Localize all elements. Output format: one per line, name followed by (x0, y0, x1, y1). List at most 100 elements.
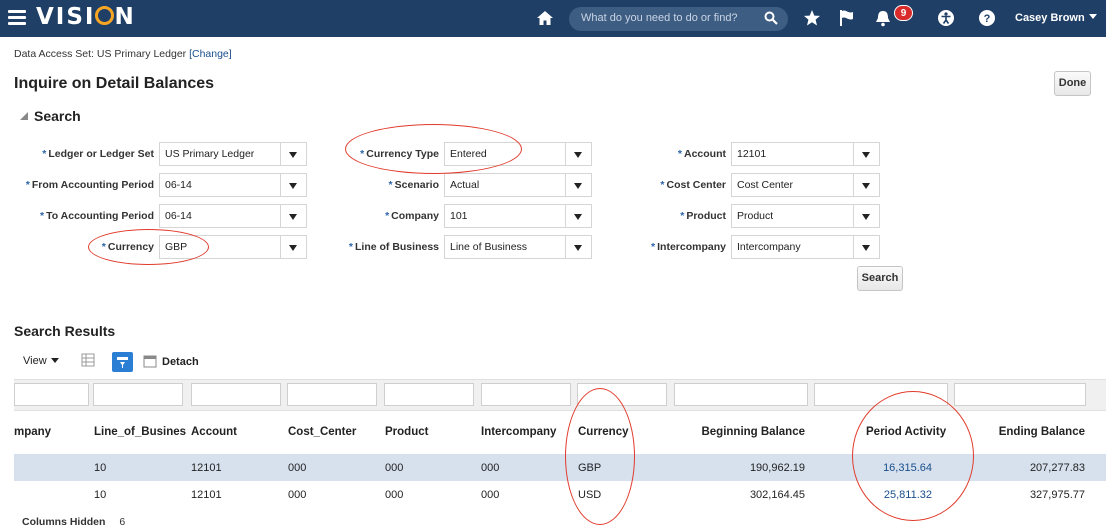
filter-input[interactable] (384, 383, 474, 406)
column-header-ending-balance[interactable]: Ending Balance (998, 426, 1085, 438)
search-button[interactable]: Search (857, 266, 903, 291)
bell-icon[interactable] (874, 9, 892, 27)
from-period-field[interactable]: 06-14 (159, 173, 281, 197)
account-label: * Account (677, 148, 726, 160)
filter-input[interactable] (481, 383, 571, 406)
cell-currency: USD (578, 489, 602, 501)
intercompany-label: * Intercompany (651, 241, 726, 253)
line-of-business-field[interactable]: Line of Business (444, 235, 566, 259)
search-icon[interactable] (764, 11, 778, 25)
cell-period-activity-link[interactable]: 16,315.64 (883, 462, 932, 474)
intercompany-field[interactable]: Intercompany (731, 235, 854, 259)
collapse-triangle-icon (20, 112, 28, 120)
column-header-line-of-business[interactable]: Line_of_Business (94, 426, 186, 438)
from-period-dropdown-icon[interactable] (281, 173, 307, 197)
to-period-label: * To Accounting Period (39, 210, 154, 222)
cell-ending-balance: 207,277.83 (1029, 462, 1085, 474)
cell-account: 12101 (191, 462, 222, 474)
detach-icon[interactable] (143, 355, 157, 368)
to-period-field[interactable]: 06-14 (159, 204, 281, 228)
help-icon[interactable]: ? (978, 9, 996, 27)
cell-account: 12101 (191, 489, 222, 501)
currency-label: * Currency (101, 241, 154, 253)
filter-input[interactable] (954, 383, 1086, 406)
chevron-down-icon (50, 358, 59, 363)
cell-line-of-business: 10 (94, 462, 107, 474)
line-of-business-dropdown-icon[interactable] (566, 235, 592, 259)
home-icon[interactable] (536, 10, 554, 26)
filter-input[interactable] (674, 383, 808, 406)
notification-badge: 9 (894, 5, 913, 21)
product-label: * Product (680, 210, 726, 222)
column-header-period-activity[interactable]: Period Activity (866, 426, 947, 438)
cell-cost-center: 000 (288, 489, 307, 501)
cost-center-label: * Cost Center (660, 179, 726, 191)
product-field[interactable]: Product (731, 204, 854, 228)
logo[interactable]: VISI N (36, 4, 136, 30)
filter-input[interactable] (93, 383, 183, 406)
table-row[interactable] (14, 454, 1106, 481)
filter-input[interactable] (287, 383, 377, 406)
flag-icon[interactable] (838, 9, 856, 27)
line-of-business-label: * Line of Business (348, 241, 439, 253)
filter-input[interactable] (14, 383, 89, 406)
column-header-currency[interactable]: Currency (578, 426, 629, 438)
scenario-dropdown-icon[interactable] (566, 173, 592, 197)
ledger-dropdown-icon[interactable] (281, 142, 307, 166)
cell-beginning-balance: 190,962.19 (749, 462, 805, 474)
done-button[interactable]: Done (1054, 71, 1091, 96)
cell-currency: GBP (578, 462, 602, 474)
ledger-field[interactable]: US Primary Ledger (159, 142, 281, 166)
star-icon[interactable] (803, 9, 821, 27)
cell-cost-center: 000 (288, 462, 307, 474)
top-bar: VISI N What do you need to do or find? 9 … (0, 0, 1106, 37)
cell-period-activity-link[interactable]: 25,811.32 (883, 489, 932, 501)
currency-type-field[interactable]: Entered (444, 142, 566, 166)
company-field[interactable]: 101 (444, 204, 566, 228)
view-menu[interactable]: View (23, 355, 59, 367)
company-label: * Company (385, 210, 439, 222)
intercompany-dropdown-icon[interactable] (854, 235, 880, 259)
ledger-label: * Ledger or Ledger Set (42, 148, 154, 160)
change-link[interactable]: [Change] (189, 48, 232, 60)
filter-input[interactable] (577, 383, 667, 406)
currency-field[interactable]: GBP (159, 235, 281, 259)
currency-dropdown-icon[interactable] (281, 235, 307, 259)
column-header-cost-center[interactable]: Cost_Center (288, 426, 357, 438)
cell-line-of-business: 10 (94, 489, 107, 501)
scenario-label: * Scenario (388, 179, 439, 191)
cell-intercompany: 000 (481, 489, 500, 501)
filter-input[interactable] (814, 383, 948, 406)
column-header-company[interactable]: mpany (14, 426, 52, 438)
cell-product: 000 (385, 489, 404, 501)
query-by-example-icon[interactable] (112, 352, 133, 372)
column-header-account[interactable]: Account (191, 426, 237, 438)
column-header-beginning-balance[interactable]: Beginning Balance (701, 426, 805, 438)
product-dropdown-icon[interactable] (854, 204, 880, 228)
user-menu[interactable]: Casey Brown (1015, 12, 1097, 24)
account-field[interactable]: 12101 (731, 142, 854, 166)
global-search-input[interactable]: What do you need to do or find? (569, 7, 788, 31)
account-dropdown-icon[interactable] (854, 142, 880, 166)
cost-center-field[interactable]: Cost Center (731, 173, 854, 197)
scenario-field[interactable]: Actual (444, 173, 566, 197)
page-title: Inquire on Detail Balances (14, 75, 215, 92)
column-header-product[interactable]: Product (385, 426, 429, 438)
cell-intercompany: 000 (481, 462, 500, 474)
search-section-toggle[interactable]: Search (20, 108, 81, 124)
to-period-dropdown-icon[interactable] (281, 204, 307, 228)
filter-input[interactable] (191, 383, 281, 406)
company-dropdown-icon[interactable] (566, 204, 592, 228)
accessibility-icon[interactable] (937, 9, 955, 27)
currency-type-dropdown-icon[interactable] (566, 142, 592, 166)
search-results-title: Search Results (14, 323, 116, 339)
logo-o-mark (95, 6, 115, 25)
detach-button[interactable]: Detach (162, 356, 199, 368)
menu-icon[interactable] (8, 10, 26, 25)
freeze-columns-icon[interactable] (81, 353, 95, 367)
data-access-set: Data Access Set: US Primary Ledger [Chan… (14, 48, 232, 60)
column-header-intercompany[interactable]: Intercompany (481, 426, 557, 438)
table-row[interactable] (14, 481, 1106, 508)
columns-hidden: Columns Hidden 6 (22, 516, 126, 528)
cost-center-dropdown-icon[interactable] (854, 173, 880, 197)
